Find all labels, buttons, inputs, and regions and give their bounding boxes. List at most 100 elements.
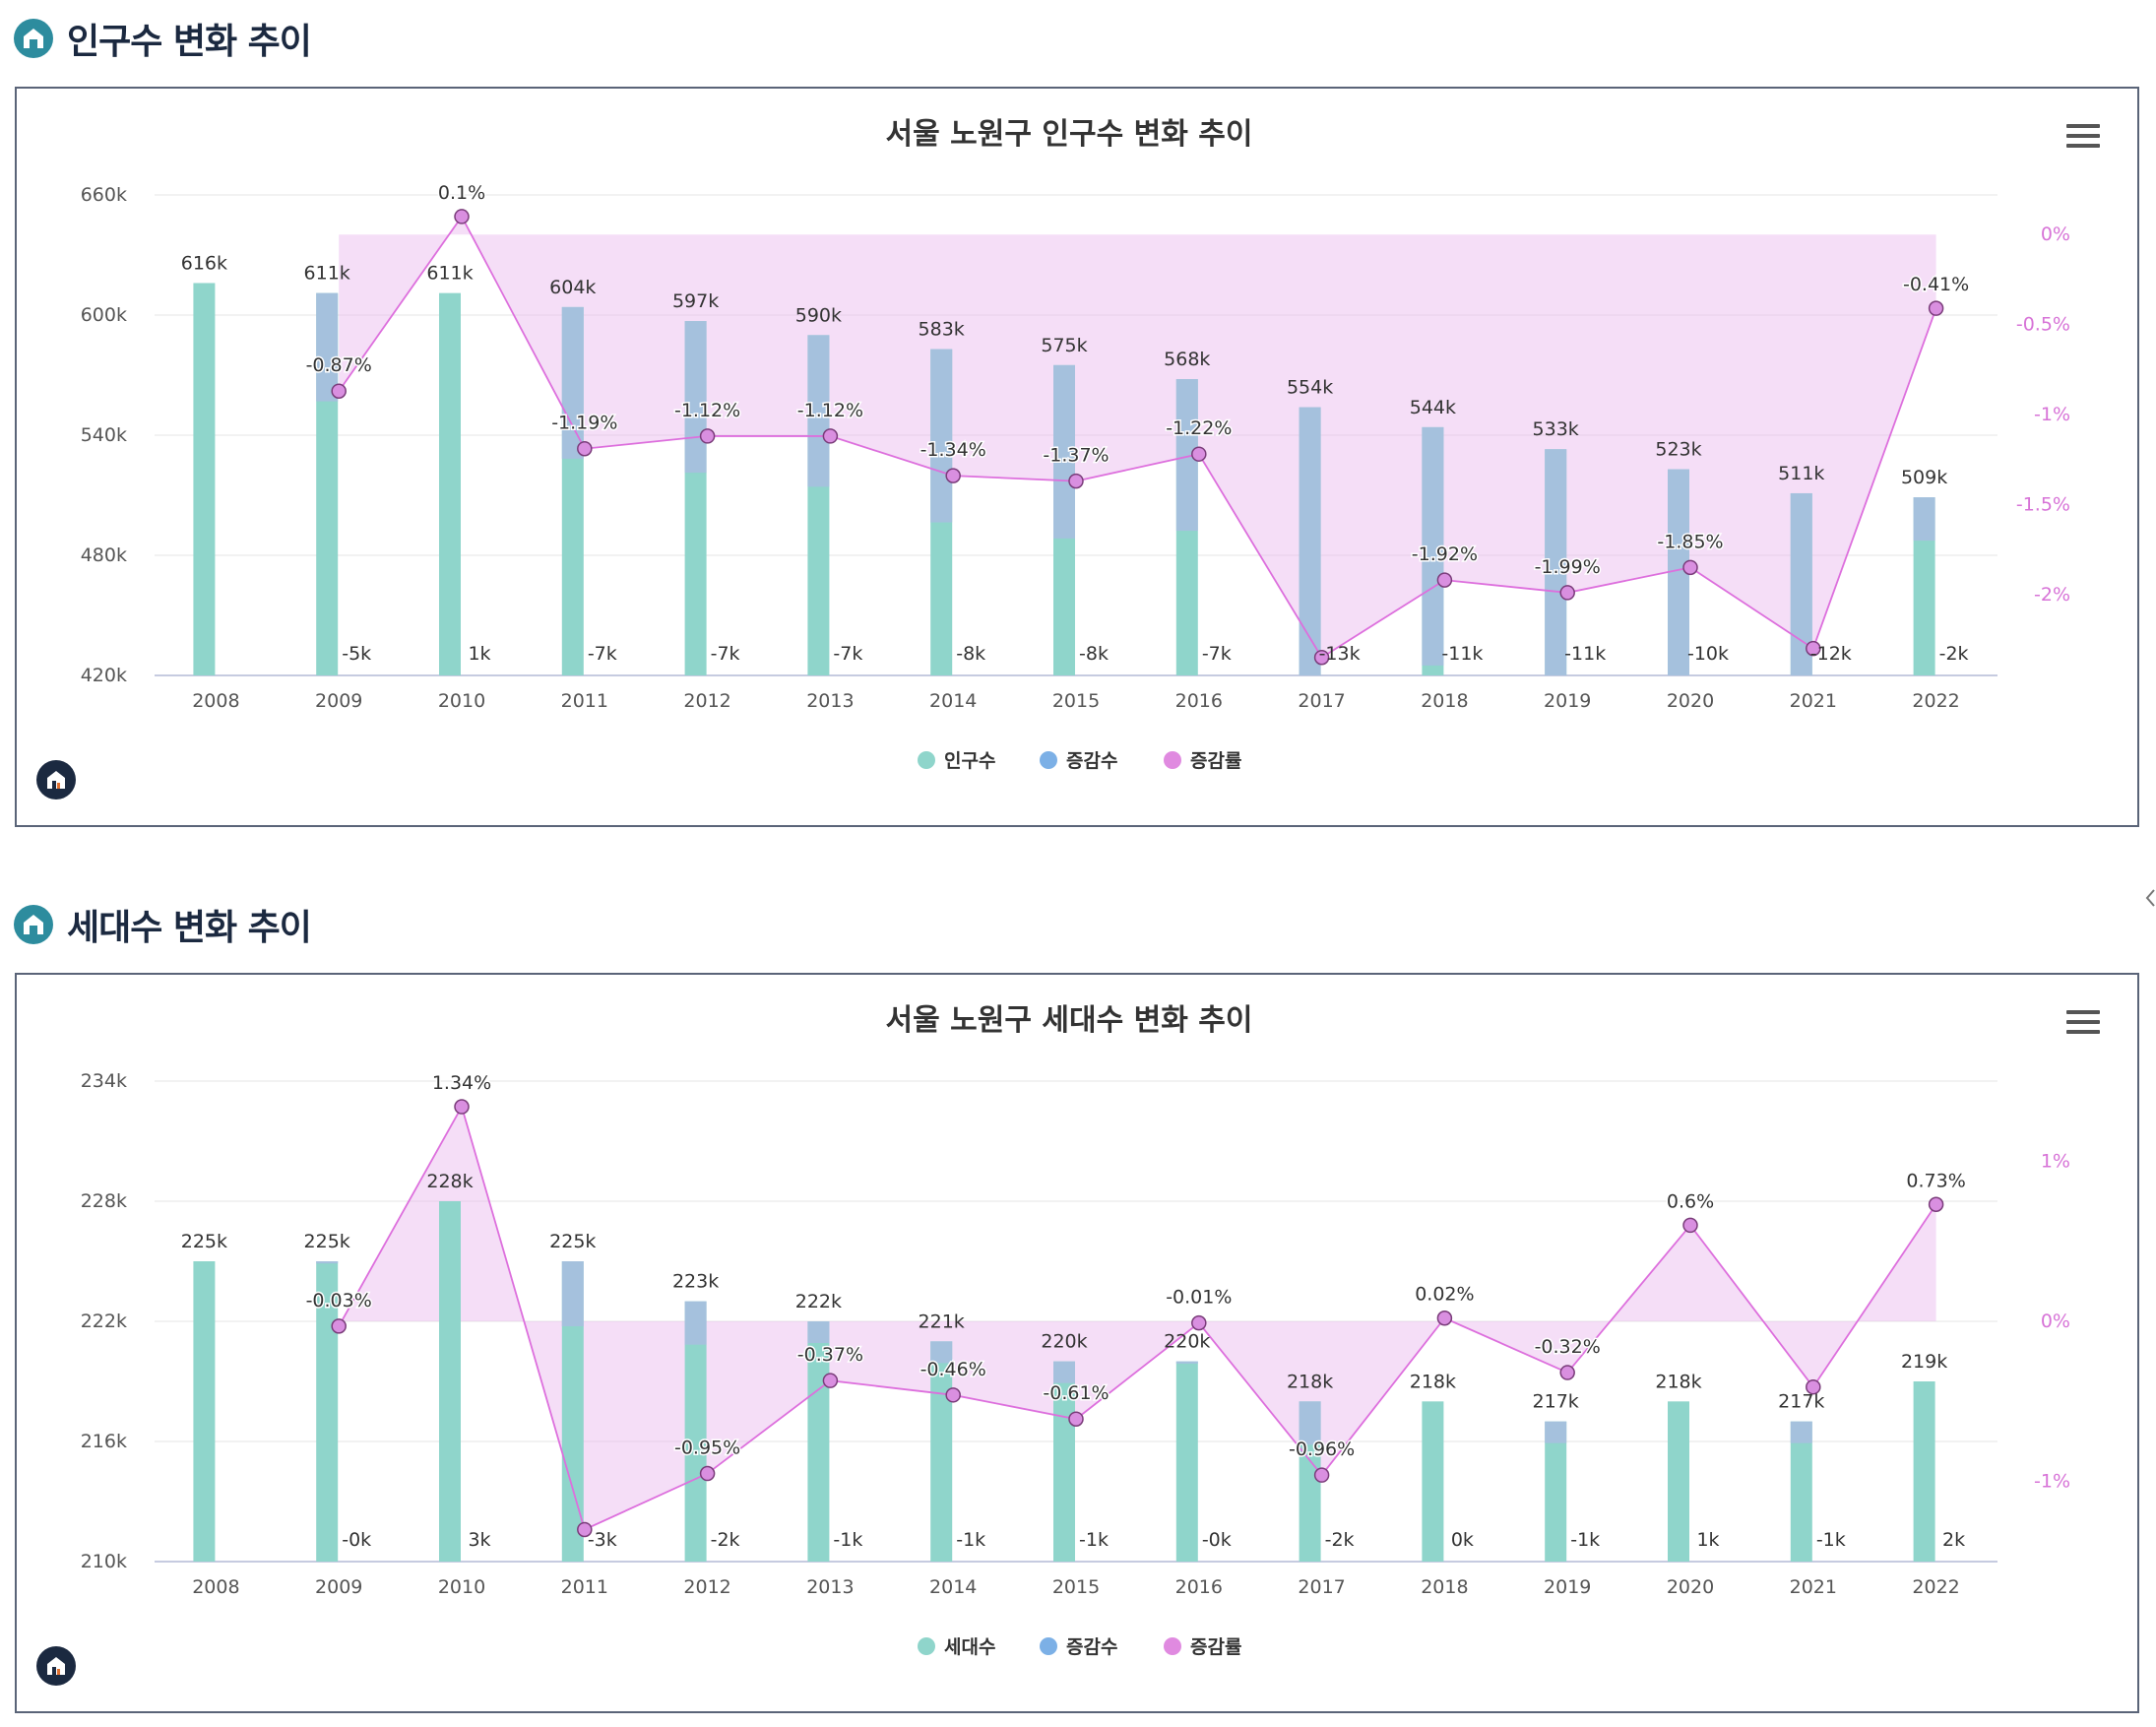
change-bar [1053,364,1075,539]
change-label: -8k [1079,643,1109,665]
rate-point [1191,446,1207,462]
legend-label: 인구수 [944,750,995,772]
section-header-population: 인구수 변화 추이 [14,14,312,63]
legend-item[interactable]: 세대수 [918,1636,995,1658]
chart-menu-icon[interactable] [2066,1010,2100,1036]
population-label: 221k [919,1311,965,1332]
legend-marker [1164,1637,1181,1655]
change-bar [1913,497,1935,542]
legend-item[interactable]: 증감률 [1164,1636,1241,1658]
change-bar [684,1301,707,1345]
population-label: 597k [672,290,719,312]
y-left-tick-label: 210k [81,1551,127,1572]
rate-label: -1.92% [1412,544,1478,565]
change-bar [930,1341,953,1364]
y-right-tick-label: -1% [2034,1471,2070,1493]
scroll-arrow-icon[interactable] [2144,886,2156,910]
x-tick-label: 2011 [561,690,608,712]
chart-menu-icon[interactable] [2066,124,2100,150]
rate-point [1682,1217,1698,1234]
population-label: 590k [795,304,842,326]
legend-label: 증감수 [1066,1636,1117,1658]
rate-label: 0.02% [1415,1284,1474,1306]
change-bar [1053,1361,1075,1383]
rate-label: -1.12% [674,400,740,421]
population-label: 217k [1533,1391,1579,1413]
y-left-tick-label: 228k [81,1190,127,1212]
rate-point [454,209,470,224]
y-right-tick-label: 1% [2041,1150,2070,1172]
legend-item[interactable]: 증감률 [1164,750,1241,772]
change-bar [316,292,339,402]
x-tick-label: 2018 [1421,1576,1468,1598]
population-bar [439,292,461,675]
combo-chart: 서울 노원구 인구수 변화 추이 660k 600k 540k 480k 420k 0% -0… [81,117,2070,772]
population-label: 544k [1410,397,1456,418]
y-left-tick-label: 216k [81,1431,127,1452]
x-tick-label: 2010 [438,1576,485,1598]
population-label: 575k [1041,335,1087,356]
rate-point [577,440,593,457]
rate-point [945,1387,961,1403]
population-bar [561,1261,584,1562]
change-bar [561,1261,584,1326]
legend-label: 증감률 [1190,750,1241,772]
population-bar [193,1261,216,1562]
section-header-household: 세대수 변화 추이 [14,900,312,949]
legend-label: 증감률 [1190,1636,1241,1658]
brand-logo-icon [36,760,76,800]
y-right-tick-label: -0.5% [2016,314,2070,336]
section-title: 세대수 변화 추이 [67,908,312,948]
population-bar [1175,1361,1198,1562]
change-label: -1k [1079,1529,1109,1551]
y-left-tick-label: 222k [81,1311,127,1332]
change-bar [1175,1361,1198,1364]
chart-title: 서울 노원구 세대수 변화 추이 [886,1003,1253,1038]
change-label: -7k [833,643,862,665]
change-bar [807,335,830,487]
rate-label: -1.99% [1535,556,1601,578]
population-label: 611k [304,263,350,285]
change-bar [930,349,953,523]
population-bar [193,283,216,675]
y-right-tick-label: 0% [2041,1311,2070,1332]
rate-point [822,1373,839,1388]
rate-label: -0.96% [1289,1439,1355,1460]
rate-point [1806,1378,1821,1395]
change-label: 0k [1451,1529,1474,1551]
population-label: 222k [795,1291,842,1312]
population-bar [1913,1381,1935,1562]
x-tick-label: 2013 [806,1576,854,1598]
change-label: -13k [1319,643,1361,665]
rate-area [339,216,1936,658]
population-label: 225k [181,1231,227,1252]
population-bar [316,1261,339,1562]
change-bar [316,1261,339,1264]
rate-label: -0.41% [1903,274,1969,295]
rate-point [1682,559,1698,576]
population-label: 225k [549,1231,596,1252]
population-bar [1545,1421,1567,1562]
legend-item[interactable]: 증감수 [1040,750,1117,772]
rate-point [945,468,961,483]
population-label: 583k [919,319,965,341]
population-label: 611k [426,263,473,285]
change-label: -1k [956,1529,985,1551]
rate-label: -0.37% [797,1344,863,1366]
x-tick-label: 2017 [1298,1576,1345,1598]
population-label: 523k [1655,439,1701,461]
change-label: 3k [468,1529,490,1551]
population-label: 511k [1778,463,1824,484]
legend-item[interactable]: 인구수 [918,750,995,772]
change-label: -2k [711,1529,740,1551]
legend-marker [1040,751,1057,769]
rate-point [1928,1196,1944,1213]
legend-marker [1040,1637,1057,1655]
rate-point [1436,1310,1453,1326]
rate-point [822,428,839,444]
legend-item[interactable]: 증감수 [1040,1636,1117,1658]
change-label: -11k [1564,643,1606,665]
house-icon [14,905,53,944]
change-bar [1299,407,1321,675]
y-right-tick-label: -1.5% [2016,493,2070,515]
